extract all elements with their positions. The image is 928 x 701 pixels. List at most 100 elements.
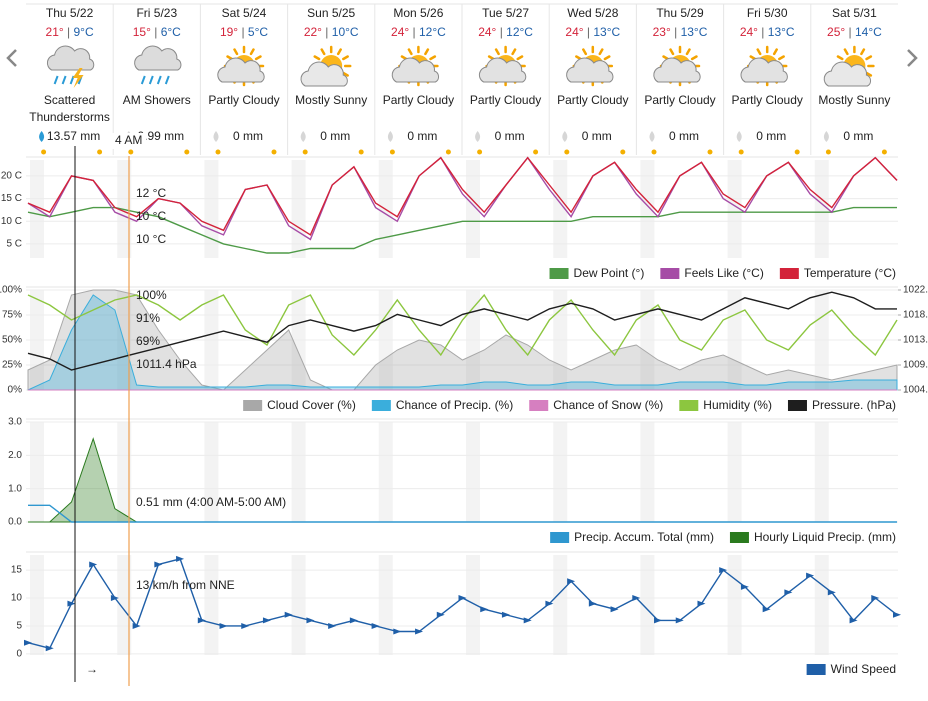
wind-marker — [740, 583, 749, 590]
night-band — [117, 555, 132, 655]
moon-marker — [794, 149, 800, 155]
sun-ray — [690, 55, 698, 61]
precip-drop — [736, 131, 742, 142]
precip-amount: 0.99 mm — [137, 129, 184, 143]
condition: Mostly Sunny — [295, 93, 367, 107]
night-band — [466, 160, 480, 258]
legend-swatch — [550, 532, 570, 543]
wind-marker — [610, 606, 619, 613]
y-tick-label: 20 C — [1, 171, 22, 182]
cloud-icon — [134, 45, 182, 71]
annotation: 100% — [136, 288, 167, 302]
legend-swatch — [787, 400, 807, 411]
cloud-icon — [566, 57, 614, 83]
legend-label: Chance of Precip. (%) — [396, 398, 513, 412]
temp-range: 24° | 12°C — [478, 25, 533, 39]
precip-amount: 0 mm — [233, 129, 263, 143]
rain-drop — [148, 75, 154, 85]
next-button[interactable] — [907, 49, 918, 67]
moon-marker — [445, 149, 451, 155]
temp-range: 24° | 13°C — [740, 25, 795, 39]
wind-marker — [632, 595, 641, 602]
high-temp: 19° — [220, 25, 238, 39]
line-series — [27, 156, 898, 236]
day-label: Fri 5/30 — [747, 6, 788, 20]
night-band — [204, 555, 219, 655]
day-label: Thu 5/22 — [46, 6, 94, 20]
wind-marker — [132, 622, 141, 629]
night-band — [291, 422, 306, 522]
legend-swatch — [806, 664, 826, 675]
wind-marker — [241, 622, 250, 629]
y2-tick-label: 1004. — [903, 385, 928, 396]
rain-drop — [140, 75, 146, 85]
wind-marker — [719, 567, 728, 574]
wind-marker — [545, 600, 554, 607]
day-label: Sat 5/24 — [222, 6, 267, 20]
condition: Partly Cloudy — [470, 93, 541, 107]
night-band — [640, 555, 655, 655]
wind-marker — [349, 617, 358, 624]
legend-label: Humidity (%) — [703, 398, 772, 412]
condition: Mostly Sunny — [818, 93, 890, 107]
y-tick-label: 15 C — [1, 193, 22, 204]
precip-drop — [562, 131, 568, 142]
wind-marker — [45, 645, 54, 652]
precip-drop — [300, 131, 306, 142]
y2-tick-label: 1018. — [903, 310, 928, 321]
wind-marker — [501, 611, 510, 618]
night-band — [553, 160, 568, 258]
day-label: Thu 5/29 — [656, 6, 704, 20]
day-label: Mon 5/26 — [393, 6, 443, 20]
night-band — [466, 422, 480, 522]
legend-swatch — [679, 400, 699, 411]
temp-separator: | — [238, 25, 248, 39]
night-band — [640, 422, 655, 522]
sun-ray — [865, 55, 873, 61]
rain-drop — [53, 75, 59, 85]
wind-marker — [284, 611, 293, 618]
legend-label: Precip. Accum. Total (mm) — [574, 530, 714, 544]
sun-ray — [254, 55, 262, 61]
y-tick-label: 15 — [11, 565, 23, 576]
low-temp: 13°C — [681, 25, 708, 39]
cloud-icon — [653, 57, 701, 83]
low-temp: 10°C — [332, 25, 359, 39]
wind-marker — [219, 622, 228, 629]
day-label: Sun 5/25 — [307, 6, 355, 20]
wind-marker — [588, 600, 597, 607]
temp-range: 24° | 13°C — [565, 25, 620, 39]
cloud-icon — [300, 61, 348, 87]
sun-ray — [582, 48, 588, 56]
y-tick-label: 10 C — [1, 216, 22, 227]
night-band — [553, 422, 568, 522]
wind-marker — [197, 617, 206, 624]
sun-ray — [603, 55, 611, 61]
sun-ray — [429, 55, 437, 61]
high-temp: 23° — [653, 25, 671, 39]
condition: Scattered Thunderstorms — [29, 93, 110, 124]
precip-amount: 0 mm — [320, 129, 350, 143]
precip-drop — [387, 131, 393, 142]
prev-button[interactable] — [6, 49, 17, 67]
condition: Partly Cloudy — [208, 93, 279, 107]
y-tick-label: 75% — [2, 310, 22, 321]
night-band — [291, 555, 306, 655]
temp-separator: | — [845, 25, 855, 39]
high-temp: 25° — [827, 25, 845, 39]
sun-ray — [342, 71, 349, 77]
wind-marker — [523, 617, 532, 624]
precip-drop — [213, 131, 219, 142]
cloud-icon — [478, 57, 527, 83]
precip-drop — [39, 131, 45, 142]
night-band — [814, 160, 829, 258]
temp-range: 22° | 10°C — [304, 25, 359, 39]
line-series — [27, 206, 897, 254]
legend-label: Chance of Snow (%) — [553, 398, 663, 412]
temp-separator: | — [584, 25, 594, 39]
sun-ray — [756, 48, 762, 56]
cloud-icon — [740, 57, 788, 83]
temp-separator: | — [409, 25, 419, 39]
high-temp: 15° — [133, 25, 151, 39]
cloud-icon — [391, 57, 440, 83]
